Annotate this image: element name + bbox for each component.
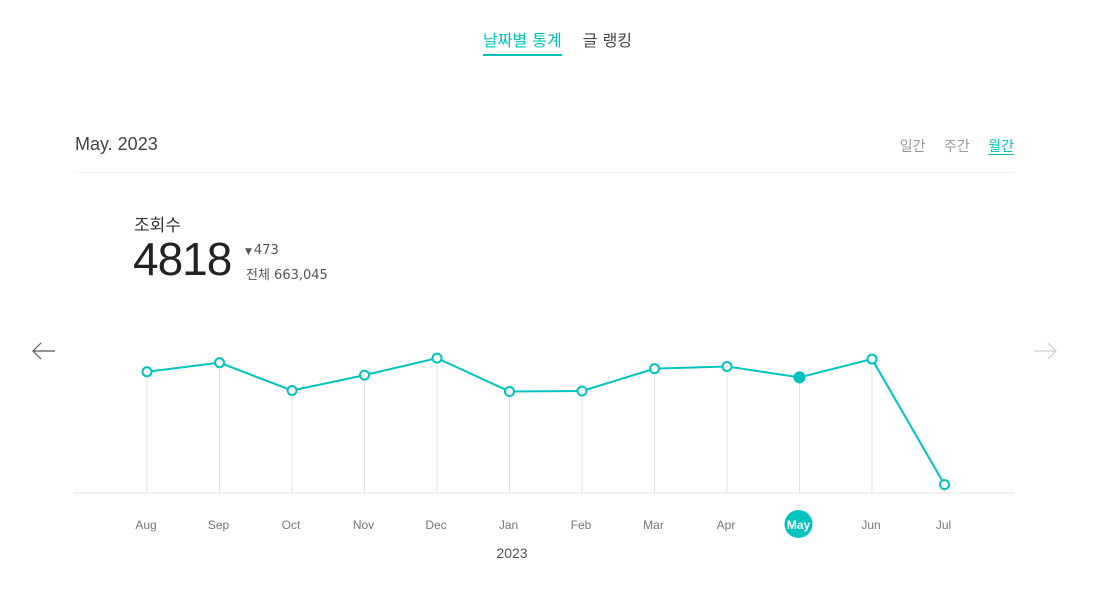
tab-post-ranking[interactable]: 글 랭킹: [582, 31, 633, 50]
x-tick-label[interactable]: Jul: [936, 518, 951, 532]
x-tick-label[interactable]: Jun: [861, 518, 880, 532]
range-tab-monthly[interactable]: 월간: [988, 139, 1014, 155]
period-label: May. 2023: [75, 134, 158, 154]
x-tick-label[interactable]: Mar: [643, 518, 664, 532]
data-point[interactable]: [214, 357, 225, 369]
tab-daily-stats[interactable]: 날짜별 통계: [482, 27, 562, 56]
prev-period-button[interactable]: [29, 336, 59, 366]
data-point[interactable]: [431, 352, 443, 364]
selected-month-marker: [784, 510, 813, 538]
metric-total: 전체 663,045: [246, 268, 328, 283]
range-tabs: 일간 주간 월간: [886, 136, 1014, 156]
data-point[interactable]: [721, 361, 733, 373]
triangle-down-icon: ▼: [245, 247, 252, 257]
year-label: 2023: [496, 545, 527, 561]
x-tick-label[interactable]: Sep: [208, 518, 230, 532]
x-tick-label[interactable]: Feb: [571, 518, 592, 532]
data-point[interactable]: [793, 371, 806, 384]
data-point[interactable]: [286, 385, 298, 397]
data-point[interactable]: [141, 366, 153, 378]
x-tick-label[interactable]: Nov: [353, 518, 374, 532]
x-tick-label[interactable]: Dec: [425, 518, 446, 532]
arrow-right-icon: [1034, 342, 1057, 360]
x-tick-label[interactable]: Oct: [282, 518, 301, 532]
metric-title: 조회수: [134, 216, 181, 236]
data-point[interactable]: [576, 385, 588, 397]
data-point[interactable]: [939, 479, 950, 491]
arrow-left-icon: [32, 342, 55, 360]
data-point[interactable]: [359, 369, 370, 381]
stats-tabs: 날짜별 통계 글 랭킹: [0, 27, 1115, 56]
data-point[interactable]: [649, 363, 660, 375]
range-tab-weekly[interactable]: 주간: [944, 139, 970, 155]
metric-change-value: 473: [253, 243, 279, 258]
x-tick-label[interactable]: Jan: [499, 518, 518, 532]
metric-change: ▼ 473: [245, 243, 279, 258]
metric-value: 4818: [133, 233, 232, 285]
range-tab-daily[interactable]: 일간: [899, 139, 926, 155]
next-period-button[interactable]: [1030, 336, 1060, 366]
series-line: [146, 357, 946, 486]
data-point[interactable]: [504, 385, 515, 397]
x-tick-label[interactable]: Apr: [717, 518, 736, 532]
header-divider: [74, 172, 1014, 173]
data-point[interactable]: [866, 353, 878, 365]
x-tick-label[interactable]: May: [787, 518, 811, 532]
x-tick-label[interactable]: Aug: [135, 518, 156, 532]
